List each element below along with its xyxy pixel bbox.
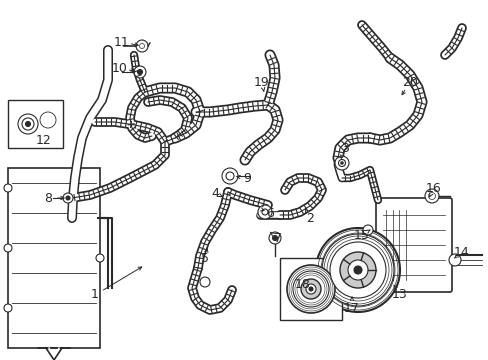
Circle shape [334,156,348,170]
Circle shape [96,254,104,262]
Circle shape [424,189,438,203]
Circle shape [46,118,50,122]
Circle shape [347,260,367,280]
Circle shape [18,114,38,134]
Text: 6: 6 [265,207,273,220]
Text: 20: 20 [401,76,417,89]
Text: 5: 5 [201,252,208,265]
Circle shape [362,225,372,235]
Text: 1: 1 [91,288,99,302]
Circle shape [258,205,271,219]
Text: 13: 13 [391,288,407,302]
Circle shape [339,252,375,288]
Circle shape [22,118,34,130]
Circle shape [4,184,12,192]
FancyBboxPatch shape [375,198,451,292]
Text: 3: 3 [340,141,348,154]
Circle shape [66,196,70,200]
Circle shape [338,159,345,166]
Circle shape [134,66,146,78]
Text: 14: 14 [453,246,469,258]
Bar [8,168,100,348]
Text: 9: 9 [243,171,250,185]
Text: 2: 2 [305,212,313,225]
Circle shape [329,242,385,298]
Text: 8: 8 [44,192,52,204]
Circle shape [222,168,238,184]
Circle shape [286,265,334,313]
Circle shape [40,112,56,128]
Circle shape [63,193,73,203]
Circle shape [305,284,315,294]
Circle shape [315,228,399,312]
Circle shape [25,122,30,126]
Circle shape [4,244,12,252]
Circle shape [137,69,142,75]
Circle shape [136,40,148,52]
Circle shape [353,266,361,274]
Text: 19: 19 [254,76,269,89]
Text: 18: 18 [294,279,310,292]
Circle shape [268,232,281,244]
Text: 15: 15 [353,229,369,242]
Circle shape [43,115,53,125]
Bar [280,258,341,320]
Circle shape [340,162,343,164]
Circle shape [427,193,435,199]
Text: 16: 16 [425,181,441,194]
Circle shape [4,304,12,312]
Circle shape [200,277,209,287]
Circle shape [139,44,144,49]
Circle shape [308,287,312,291]
Text: 4: 4 [211,186,219,199]
Circle shape [225,172,234,180]
Circle shape [321,234,393,306]
Circle shape [272,235,277,240]
Circle shape [262,209,267,215]
Circle shape [292,271,328,307]
Text: 17: 17 [344,302,359,315]
Bar [8,100,63,148]
Circle shape [301,279,320,299]
Text: 10: 10 [112,62,128,75]
Text: 7: 7 [273,231,282,244]
Circle shape [448,254,460,266]
Text: 12: 12 [36,134,52,147]
Text: 11: 11 [114,36,130,49]
